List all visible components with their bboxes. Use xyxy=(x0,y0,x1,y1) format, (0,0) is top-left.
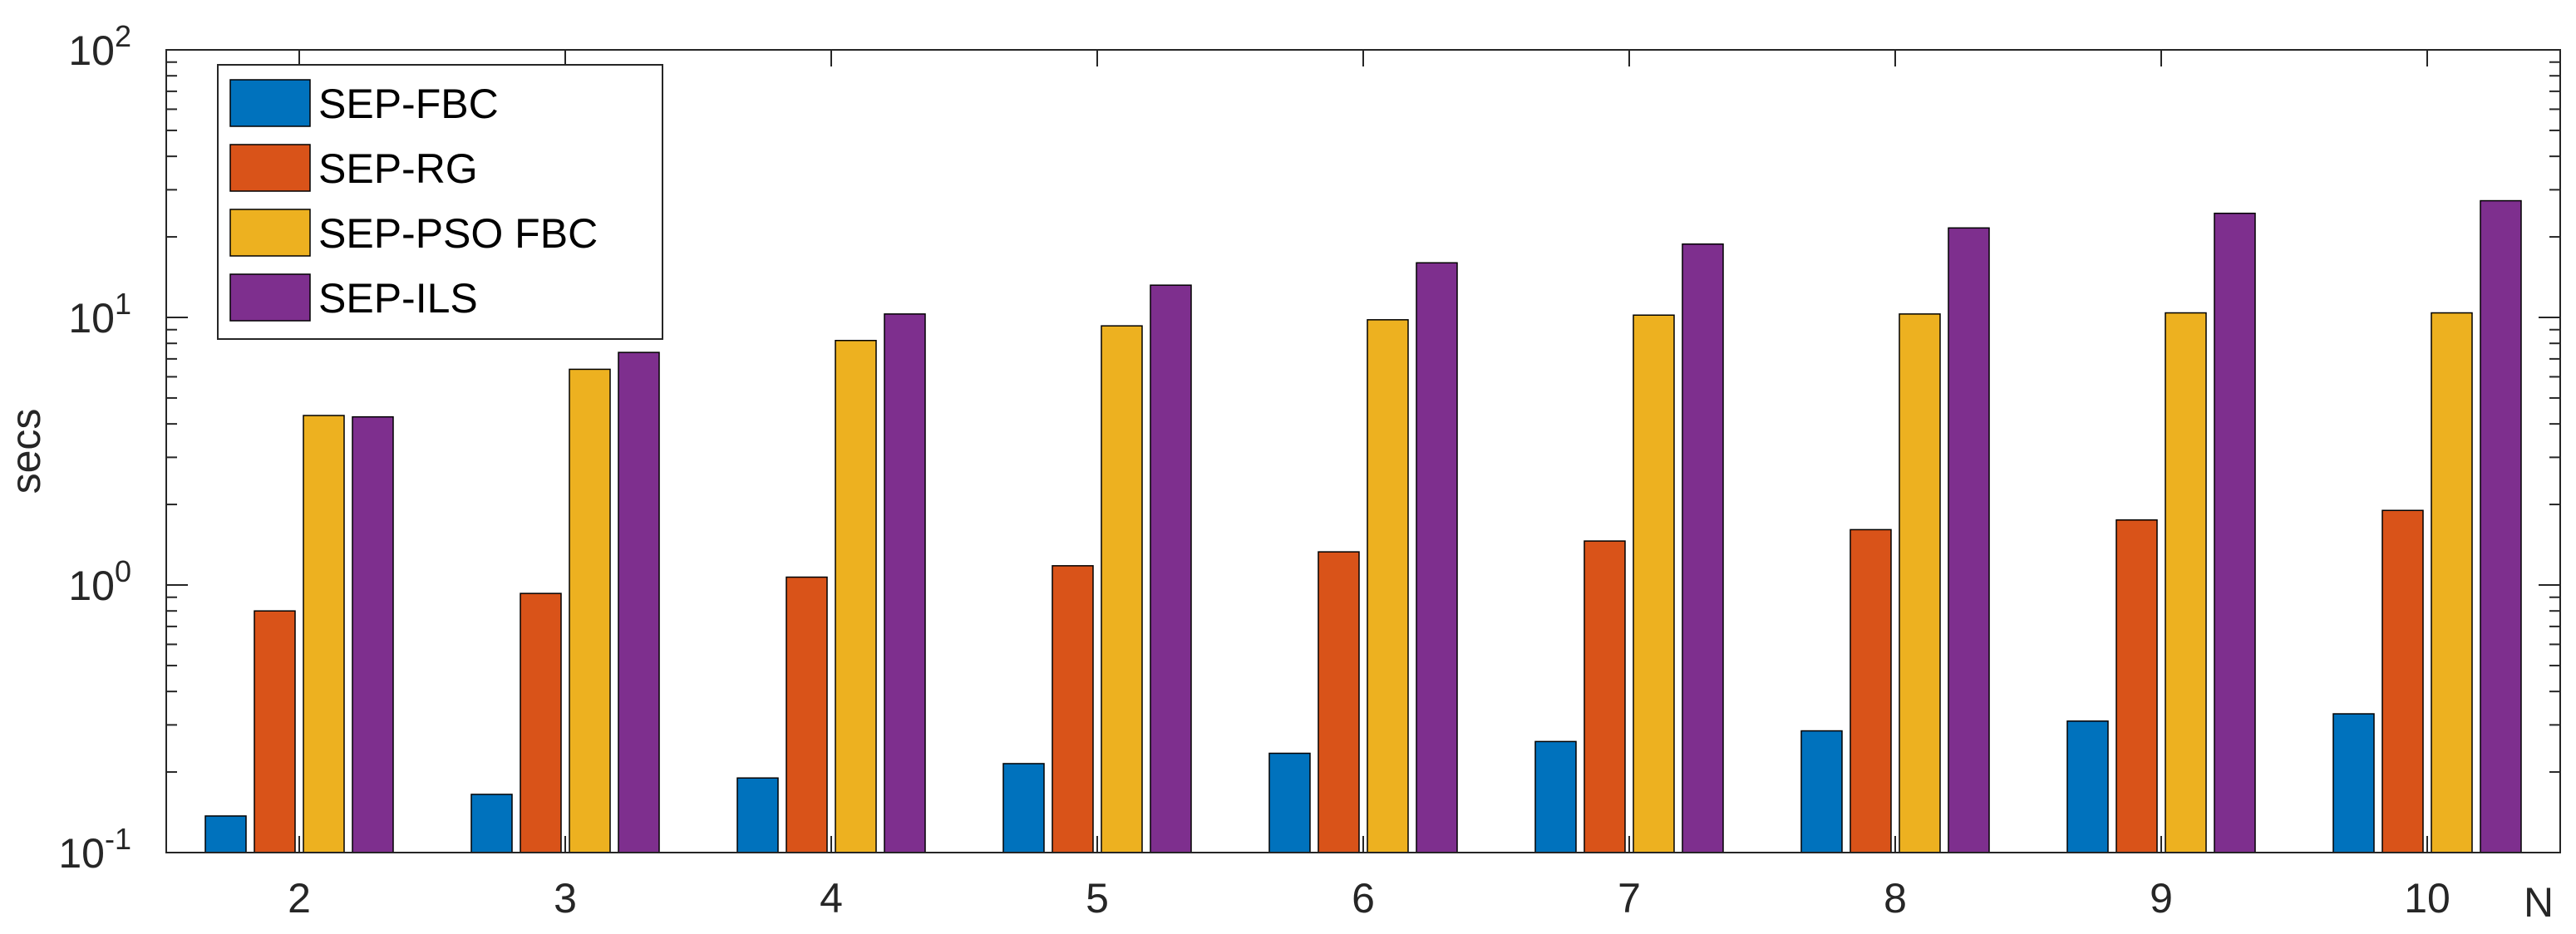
bar-sep-pso-fbc-n10 xyxy=(2431,312,2473,853)
bar-sep-ils-n4 xyxy=(884,313,926,853)
legend: SEP-FBC SEP-RG SEP-PSO FBC SEP-ILS xyxy=(217,64,663,340)
y-tick-label-exponent: 1 xyxy=(115,287,131,321)
legend-label: SEP-PSO FBC xyxy=(318,210,598,257)
x-tick-label: 10 xyxy=(2404,875,2450,922)
legend-label: SEP-FBC xyxy=(318,81,499,127)
x-tick-label: 8 xyxy=(1884,875,1907,922)
bar-sep-rg-n7 xyxy=(1584,540,1626,853)
y-tick-label-exponent: -1 xyxy=(105,822,131,856)
y-tick-label: 102 xyxy=(68,19,131,74)
y-tick-label: 10-1 xyxy=(58,822,131,877)
bar-sep-pso-fbc-n4 xyxy=(835,340,877,853)
bar-sep-fbc-n10 xyxy=(2332,713,2375,853)
bar-sep-rg-n2 xyxy=(254,610,296,853)
legend-swatch xyxy=(229,209,311,257)
bar-sep-pso-fbc-n5 xyxy=(1101,325,1143,853)
bar-sep-rg-n8 xyxy=(1849,528,1892,853)
bar-sep-ils-n9 xyxy=(2214,212,2256,853)
bar-sep-pso-fbc-n6 xyxy=(1367,319,1409,853)
bar-sep-ils-n7 xyxy=(1682,243,1724,853)
y-axis-label: secs xyxy=(2,409,49,494)
x-tick-label: 2 xyxy=(288,875,311,922)
bar-sep-pso-fbc-n8 xyxy=(1899,313,1941,853)
y-tick-label: 101 xyxy=(68,287,131,342)
bar-sep-fbc-n4 xyxy=(736,777,779,853)
legend-swatch xyxy=(229,273,311,322)
y-tick-label-base: 10 xyxy=(68,563,115,609)
bar-sep-fbc-n5 xyxy=(1002,763,1045,853)
bar-sep-fbc-n6 xyxy=(1268,752,1311,853)
x-tick-label: 7 xyxy=(1618,875,1641,922)
bar-sep-fbc-n7 xyxy=(1534,740,1577,853)
legend-swatch xyxy=(229,144,311,192)
bar-sep-rg-n9 xyxy=(2115,519,2158,853)
bar-sep-ils-n8 xyxy=(1948,227,1990,853)
x-axis-label: N xyxy=(2524,879,2554,926)
bar-sep-ils-n10 xyxy=(2480,199,2522,853)
x-tick-label: 9 xyxy=(2150,875,2173,922)
legend-swatch xyxy=(229,79,311,127)
bar-sep-fbc-n8 xyxy=(1800,730,1843,853)
bar-sep-rg-n3 xyxy=(520,592,562,853)
ticks-layer xyxy=(166,49,2560,853)
x-tick-label: 4 xyxy=(820,875,843,922)
x-tick-label: 6 xyxy=(1352,875,1375,922)
y-tick-label-base: 10 xyxy=(68,295,115,342)
bar-sep-ils-n3 xyxy=(618,351,660,853)
bar-sep-fbc-n2 xyxy=(204,815,247,853)
bar-sep-ils-n2 xyxy=(352,415,394,853)
bar-sep-rg-n10 xyxy=(2381,509,2424,853)
y-tick-label-exponent: 2 xyxy=(115,19,131,53)
bar-sep-rg-n4 xyxy=(786,576,828,853)
legend-label: SEP-RG xyxy=(318,145,478,192)
legend-label: SEP-ILS xyxy=(318,275,478,322)
y-tick-label: 100 xyxy=(68,554,131,609)
bar-sep-ils-n5 xyxy=(1150,284,1192,853)
bars-layer xyxy=(204,199,2522,853)
bar-sep-fbc-n9 xyxy=(2066,720,2109,853)
y-tick-label-exponent: 0 xyxy=(115,554,131,588)
bar-sep-fbc-n3 xyxy=(470,794,513,853)
y-tick-label-base: 10 xyxy=(58,830,105,877)
bar-sep-pso-fbc-n9 xyxy=(2165,312,2207,853)
bar-sep-rg-n5 xyxy=(1052,565,1094,853)
bar-sep-rg-n6 xyxy=(1318,551,1360,853)
x-tick-labels: 2 3 4 5 6 7 8 9 10 xyxy=(288,875,2450,922)
y-tick-label-base: 10 xyxy=(68,27,115,74)
bar-sep-pso-fbc-n3 xyxy=(569,368,611,853)
x-tick-label: 3 xyxy=(554,875,577,922)
bar-sep-pso-fbc-n2 xyxy=(303,415,345,853)
bar-sep-ils-n6 xyxy=(1416,262,1458,853)
x-tick-label: 5 xyxy=(1086,875,1109,922)
bar-sep-pso-fbc-n7 xyxy=(1633,314,1675,853)
